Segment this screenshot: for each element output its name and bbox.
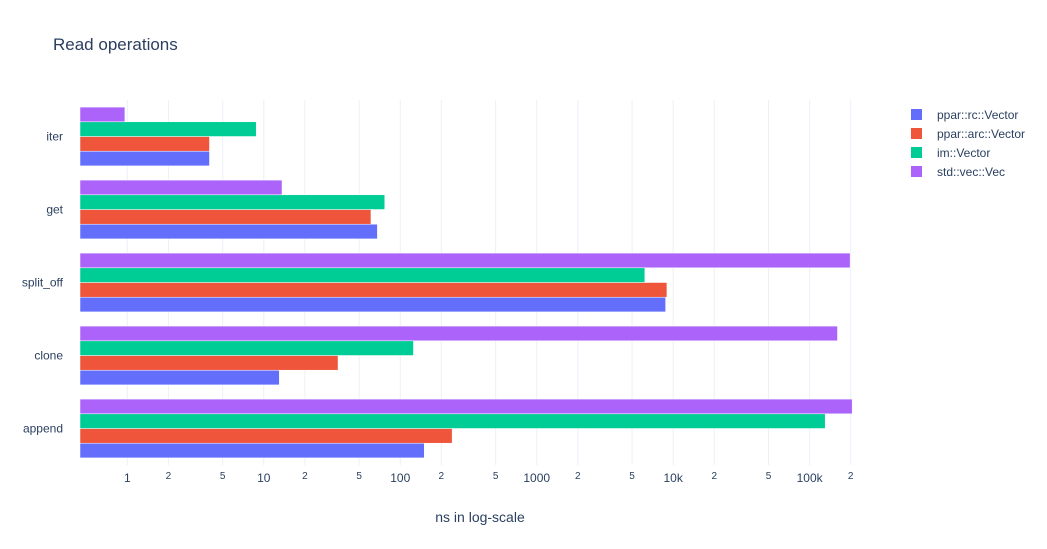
bar-clone-series-1[interactable]: [79, 355, 339, 371]
bar-append-series-2[interactable]: [79, 413, 826, 429]
x-tick-label-5: 5: [356, 471, 362, 482]
bar-append-series-3[interactable]: [79, 398, 853, 415]
legend-swatch-0[interactable]: [911, 109, 922, 120]
x-tick-label-2: 5: [220, 471, 226, 482]
x-tick-label-1: 2: [166, 471, 172, 482]
x-tick-label-4: 2: [302, 471, 308, 482]
x-tick-label-8: 5: [493, 471, 499, 482]
y-tick-label-iter: iter: [46, 130, 63, 144]
legend-swatch-2[interactable]: [911, 147, 922, 158]
bar-get-series-1[interactable]: [79, 209, 372, 225]
x-tick-label-0: 1: [124, 471, 131, 485]
x-tick-label-12: 10k: [663, 471, 683, 485]
bar-clone-series-3[interactable]: [79, 325, 838, 342]
bar-split_off-series-1[interactable]: [79, 282, 668, 298]
legend-label-2[interactable]: im::Vector: [937, 146, 990, 160]
legend-swatch-3[interactable]: [911, 166, 922, 177]
bar-get-series-2[interactable]: [79, 194, 386, 210]
chart-title: Read operations: [53, 35, 178, 54]
bar-clone-series-0[interactable]: [79, 369, 280, 386]
legend: ppar::rc::Vectorppar::arc::Vectorim::Vec…: [911, 108, 1025, 179]
y-tick-label-split_off: split_off: [22, 276, 64, 290]
x-axis-label: ns in log-scale: [435, 509, 525, 525]
bar-get-series-0[interactable]: [79, 223, 378, 240]
x-tick-label-11: 5: [629, 471, 635, 482]
legend-swatch-1[interactable]: [911, 128, 922, 139]
x-tick-label-15: 100k: [797, 471, 824, 485]
bar-append-series-0[interactable]: [79, 442, 425, 459]
bar-split_off-series-2[interactable]: [79, 267, 646, 283]
x-tick-label-7: 2: [439, 471, 445, 482]
bar-get-series-3[interactable]: [79, 179, 283, 196]
legend-label-0[interactable]: ppar::rc::Vector: [937, 108, 1018, 122]
bar-iter-series-0[interactable]: [79, 150, 210, 167]
legend-label-1[interactable]: ppar::arc::Vector: [937, 127, 1025, 141]
x-tick-label-13: 2: [711, 471, 717, 482]
bar-split_off-series-3[interactable]: [79, 252, 851, 269]
y-axis-tick-labels: append clone split_off get iter: [22, 130, 64, 436]
x-tick-label-6: 100: [390, 471, 410, 485]
bar-clone-series-2[interactable]: [79, 340, 414, 356]
y-tick-label-clone: clone: [34, 349, 63, 363]
y-tick-label-get: get: [46, 203, 63, 217]
bar-iter-series-3[interactable]: [79, 106, 126, 123]
bar-iter-series-1[interactable]: [79, 136, 210, 152]
x-tick-label-16: 2: [848, 471, 854, 482]
y-tick-label-append: append: [23, 422, 63, 436]
bar-split_off-series-0[interactable]: [79, 296, 666, 313]
bar-append-series-1[interactable]: [79, 428, 453, 444]
x-tick-label-3: 10: [257, 471, 271, 485]
bars: [79, 106, 853, 459]
bar-iter-series-2[interactable]: [79, 121, 257, 137]
legend-label-3[interactable]: std::vec::Vec: [937, 165, 1005, 179]
x-tick-label-14: 5: [766, 471, 772, 482]
x-axis-tick-labels: 1 2 5 10 2 5 100 2 5 1000 2 5 10k 2 5 100k 2: [124, 471, 854, 485]
x-tick-label-10: 2: [575, 471, 581, 482]
x-tick-label-9: 1000: [523, 471, 550, 485]
